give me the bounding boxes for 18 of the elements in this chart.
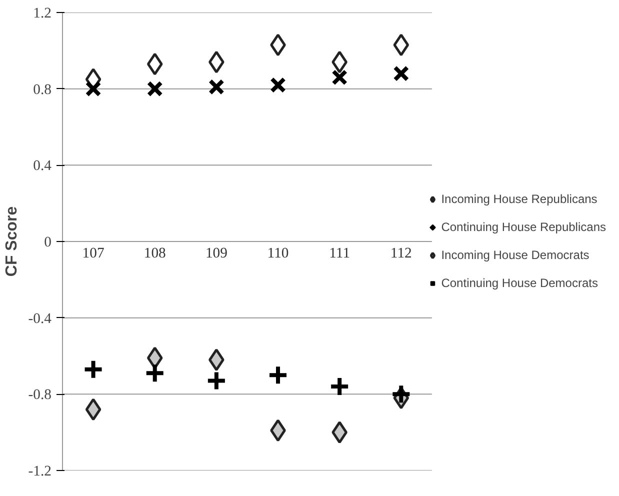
x-tick-label: 107 — [82, 246, 104, 262]
x-tick-label: 110 — [267, 246, 289, 262]
x-tick-label: 108 — [144, 246, 166, 262]
y-tick-label: 0.4 — [33, 158, 52, 174]
legend-label: Incoming House Republicans — [441, 192, 598, 206]
y-tick-label: -1.2 — [28, 464, 52, 480]
y-tick-label: 1.2 — [33, 6, 52, 22]
y-tick-label: 0 — [44, 234, 52, 250]
x-tick-label: 112 — [390, 246, 412, 262]
y-tick-label: -0.8 — [28, 387, 52, 404]
y-tick-label: -0.4 — [28, 310, 52, 327]
x-tick-label: 111 — [329, 246, 350, 262]
y-axis-title: CF Score — [3, 206, 20, 277]
legend-label: Continuing House Republicans — [441, 220, 606, 234]
legend-label: Incoming House Democrats — [441, 248, 590, 262]
legend-label: Continuing House Democrats — [441, 276, 598, 290]
x-tick-label: 109 — [205, 246, 228, 262]
y-tick-label: 0.8 — [33, 82, 52, 98]
